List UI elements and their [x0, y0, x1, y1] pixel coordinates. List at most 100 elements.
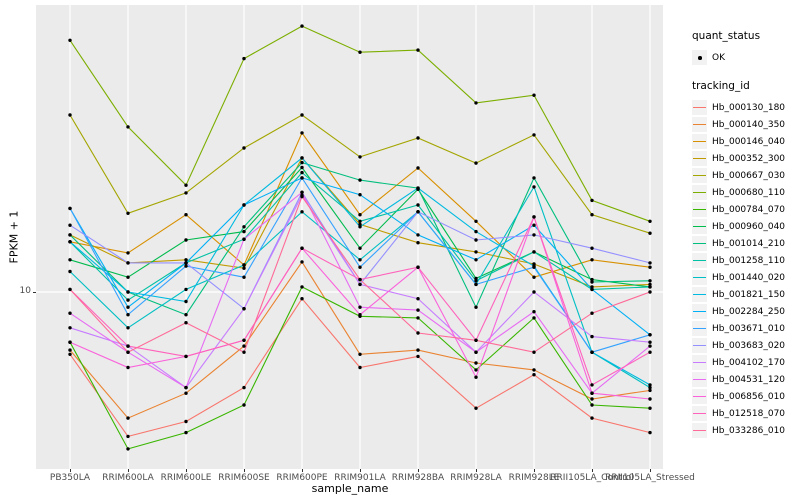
- legend-item-label: Hb_001821_150: [712, 289, 786, 300]
- data-point: [184, 191, 188, 195]
- data-point: [416, 348, 420, 352]
- data-point: [532, 93, 536, 97]
- data-point: [242, 385, 246, 390]
- line-glyph-icon: [693, 378, 706, 381]
- data-point: [358, 305, 362, 309]
- data-point: [648, 265, 652, 269]
- x-tick-label: RRIM928BA: [391, 473, 445, 483]
- data-point: [416, 186, 420, 190]
- legend-item-label: Hb_001258_110: [712, 255, 786, 266]
- data-point: [68, 287, 72, 292]
- data-point: [648, 344, 652, 348]
- legend-title-quant-status: quant_status: [692, 30, 761, 42]
- line-key-icon: [692, 134, 707, 149]
- line-key-icon: [692, 219, 707, 234]
- line-key-icon: [692, 100, 707, 115]
- legend-item-label: Hb_001440_020: [712, 272, 786, 283]
- y-tick-label: 10: [19, 286, 31, 296]
- data-point: [358, 352, 362, 356]
- data-point: [416, 331, 420, 335]
- data-point: [68, 352, 72, 356]
- data-point: [474, 361, 478, 365]
- data-point: [68, 348, 72, 352]
- legend-item-label: Hb_001014_210: [712, 238, 786, 249]
- data-point: [532, 368, 536, 372]
- data-point: [590, 397, 594, 401]
- data-point: [648, 340, 652, 344]
- x-tick-label: RRIM600SE: [218, 473, 270, 483]
- legend-item-Hb_012518_070: Hb_012518_070: [692, 405, 798, 422]
- x-tick-mark: [418, 469, 419, 472]
- data-point: [184, 261, 188, 265]
- legend-item-label: Hb_000140_350: [712, 119, 786, 130]
- data-point: [68, 240, 72, 244]
- legend-item-Hb_006856_010: Hb_006856_010: [692, 388, 798, 405]
- line-key-icon: [692, 168, 707, 183]
- data-point: [648, 383, 652, 387]
- line-key-icon: [692, 185, 707, 200]
- line-glyph-icon: [693, 361, 706, 364]
- data-point: [68, 340, 72, 344]
- line-key-icon: [692, 287, 707, 302]
- data-point: [126, 350, 130, 354]
- legend-item-Hb_033286_010: Hb_033286_010: [692, 422, 798, 439]
- data-point: [68, 233, 72, 237]
- data-point: [242, 263, 246, 267]
- line-glyph-icon: [693, 310, 706, 313]
- legend-item-label: Hb_012518_070: [712, 408, 786, 419]
- legend-item-Hb_004531_120: Hb_004531_120: [692, 371, 798, 388]
- data-point: [590, 277, 594, 282]
- plot-canvas: [36, 5, 663, 469]
- data-point: [300, 156, 304, 160]
- data-point: [300, 194, 304, 199]
- data-point: [648, 219, 652, 223]
- data-point: [126, 251, 130, 255]
- line-key-icon: [692, 202, 707, 217]
- legend-item-label: Hb_033286_010: [712, 425, 786, 436]
- data-point: [532, 223, 536, 227]
- data-point: [416, 354, 420, 359]
- data-point: [300, 165, 304, 170]
- data-point: [590, 334, 594, 339]
- data-point: [648, 261, 652, 265]
- line-key-icon: [692, 270, 707, 285]
- data-point: [242, 350, 246, 354]
- data-point: [474, 375, 478, 379]
- data-point: [532, 275, 536, 279]
- data-point: [184, 183, 188, 187]
- x-tick-label: RRIM600LA: [102, 473, 154, 483]
- legend-item-label: Hb_004531_120: [712, 374, 786, 385]
- data-point: [184, 391, 188, 395]
- data-point: [416, 210, 420, 214]
- data-point: [590, 198, 594, 203]
- data-point: [126, 416, 130, 420]
- data-point: [184, 313, 188, 317]
- data-point: [126, 261, 130, 265]
- line-glyph-icon: [693, 344, 706, 347]
- data-point: [358, 365, 362, 370]
- data-point: [532, 316, 536, 320]
- data-point: [648, 290, 652, 294]
- data-point: [242, 146, 246, 150]
- x-tick-mark: [244, 469, 245, 472]
- legend-item-Hb_003671_010: Hb_003671_010: [692, 320, 798, 337]
- data-point: [184, 430, 188, 435]
- legend-item-Hb_003683_020: Hb_003683_020: [692, 337, 798, 354]
- data-point: [68, 223, 72, 227]
- data-point: [126, 447, 130, 451]
- data-point: [242, 229, 246, 234]
- line-key-icon: [692, 117, 707, 132]
- data-point: [416, 48, 420, 52]
- x-tick-mark: [128, 469, 129, 472]
- data-point: [184, 238, 188, 242]
- data-point: [416, 308, 420, 312]
- data-point: [242, 403, 246, 407]
- legend-item-Hb_000352_300: Hb_000352_300: [692, 150, 798, 167]
- data-point: [184, 299, 188, 304]
- x-tick-mark: [186, 469, 187, 472]
- legend-item-Hb_000667_030: Hb_000667_030: [692, 167, 798, 184]
- data-point: [590, 391, 594, 395]
- data-point: [358, 50, 362, 54]
- x-tick-mark: [476, 469, 477, 472]
- data-point: [242, 344, 246, 348]
